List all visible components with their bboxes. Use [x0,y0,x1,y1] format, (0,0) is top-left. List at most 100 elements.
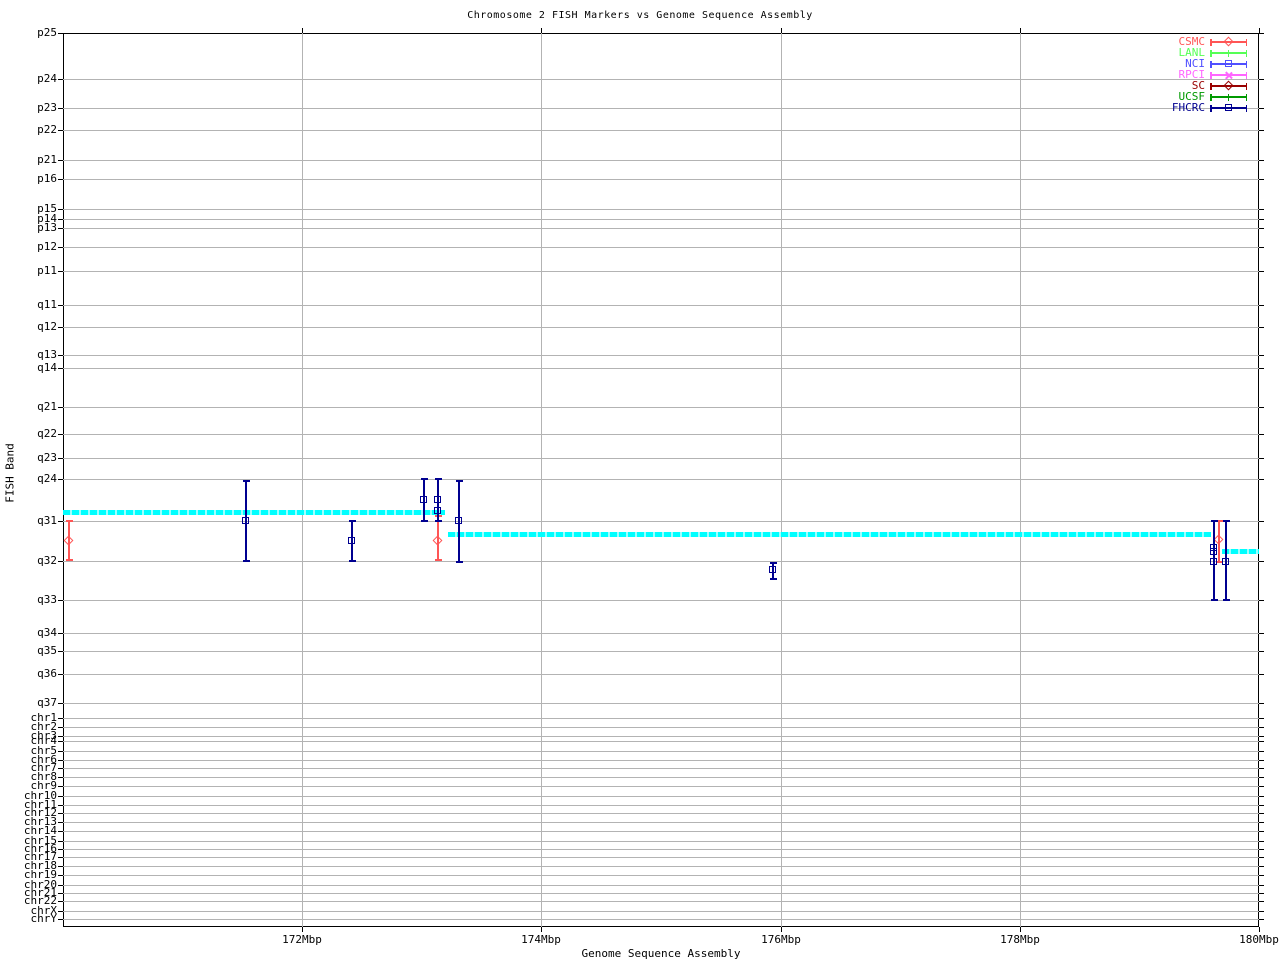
y-tick-mark-right [1259,741,1264,742]
y-band-label: chr13 [23,815,57,828]
chart-title: Chromosome 2 FISH Markers vs Genome Sequ… [467,10,813,21]
y-tick-mark-left [58,893,63,894]
y-tick-mark-right [1259,751,1264,752]
y-tick-mark-right [1259,209,1264,210]
y-band-label: chr8 [30,770,58,783]
y-band-label: chr20 [23,878,57,891]
h-gridline [63,805,1259,806]
y-tick-mark-right [1259,911,1264,912]
y-band-label: chr11 [23,798,57,811]
h-gridline [63,674,1259,675]
error-bar-cap [769,562,777,564]
y-tick-mark-right [1259,434,1264,435]
y-tick-mark-right [1259,130,1264,131]
y-tick-mark-left [58,875,63,876]
y-tick-mark-left [58,108,63,109]
y-tick-mark-right [1259,727,1264,728]
h-gridline [63,901,1259,902]
legend-sample-cap [1245,49,1247,57]
y-band-label: chr6 [30,753,58,766]
error-bar-cap [348,560,356,562]
h-gridline [63,841,1259,842]
square-marker [455,517,462,524]
h-gridline [63,786,1259,787]
y-band-label: chr7 [30,761,58,774]
y-tick-mark-left [58,866,63,867]
y-tick-mark-left [58,805,63,806]
y-tick-mark-left [58,703,63,704]
y-tick-mark-right [1259,355,1264,356]
y-tick-mark-left [58,718,63,719]
h-gridline [63,777,1259,778]
y-band-label: chr12 [23,806,57,819]
error-bar-cap [420,520,428,522]
y-tick-mark-right [1259,796,1264,797]
y-band-label: q36 [37,667,57,680]
error-bar-cap [242,480,250,482]
error-bar-cap [434,520,442,522]
error-bar-line [1218,521,1220,562]
y-band-label: q22 [37,427,57,440]
legend-label: CSMC [1178,35,1206,48]
y-tick-mark-left [58,796,63,797]
y-tick-mark-left [58,160,63,161]
y-band-label: chr2 [30,720,58,733]
y-band-label: p15 [37,202,57,215]
h-gridline [63,479,1259,480]
y-tick-mark-left [58,831,63,832]
error-bar-line [1213,521,1215,600]
error-bar-cap [455,480,463,482]
y-band-label: q12 [37,320,57,333]
y-tick-mark-right [1259,805,1264,806]
error-bar-cap [348,520,356,522]
y-band-label: p14 [37,212,57,225]
y-tick-mark-left [58,33,63,34]
legend-sample-cap [1210,93,1212,101]
y-tick-mark-right [1259,885,1264,886]
y-tick-mark-left [58,911,63,912]
error-bar-cap [434,478,442,480]
error-bar-cap [455,561,463,563]
y-band-label: chr18 [23,859,57,872]
legend-sample-cap [1210,82,1212,90]
h-gridline [63,651,1259,652]
legend-sample-cap [1245,82,1247,90]
error-bar-line [351,521,353,561]
legend-sample-cap [1210,104,1212,112]
y-tick-mark-right [1259,768,1264,769]
y-tick-mark-left [58,179,63,180]
x-tick-mark-bottom [541,927,542,932]
y-band-label: q11 [37,298,57,311]
y-tick-mark-left [58,674,63,675]
h-gridline [63,228,1259,229]
y-tick-mark-left [58,458,63,459]
y-tick-mark-left [58,247,63,248]
square-marker [420,496,427,503]
square-marker [434,496,441,503]
y-tick-mark-right [1259,521,1264,522]
error-bar-cap [1210,520,1218,522]
x-tick-mark-top [1259,28,1260,33]
y-tick-mark-right [1259,271,1264,272]
h-gridline [63,368,1259,369]
y-band-label: chrY [30,912,58,925]
h-gridline [63,600,1259,601]
x-tick-label: 176Mbp [761,933,801,946]
square-marker [769,566,776,573]
legend-label: RPCI [1178,68,1206,81]
y-band-label: p11 [37,264,57,277]
y-tick-mark-right [1259,893,1264,894]
legend-sample-cap [1210,38,1212,46]
x-tick-mark-top [1020,28,1021,33]
h-gridline [63,130,1259,131]
y-tick-mark-right [1259,857,1264,858]
error-bar-cap [65,520,73,522]
h-gridline [63,434,1259,435]
y-tick-mark-right [1259,79,1264,80]
square-marker [434,507,441,514]
v-gridline [541,33,542,927]
y-band-label: p23 [37,101,57,114]
h-gridline [63,768,1259,769]
h-gridline [63,247,1259,248]
